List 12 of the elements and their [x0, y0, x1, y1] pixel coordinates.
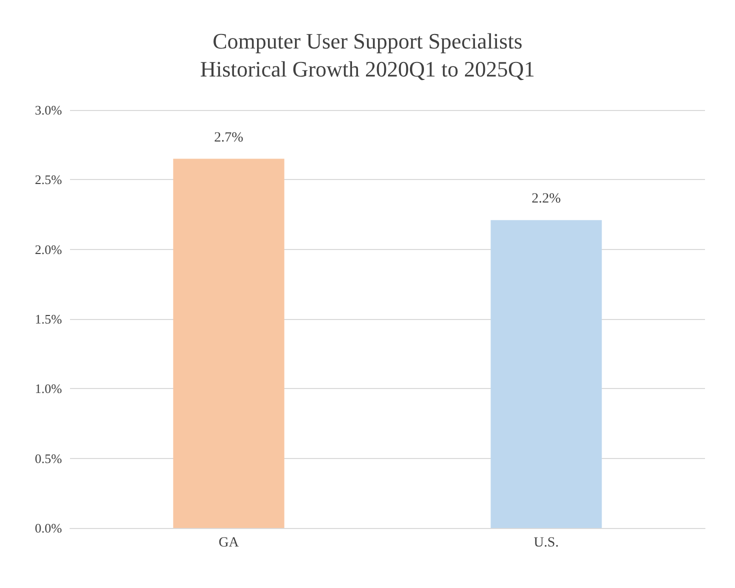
y-tick-label: 0.0%	[34, 520, 62, 536]
chart-title: Computer User Support Specialists Historical Growth 2020Q1 to 2025Q1	[200, 28, 535, 82]
x-tick-label: GA	[218, 536, 240, 550]
y-tick-label: 1.5%	[34, 312, 62, 326]
x-tick-label: U.S.	[534, 536, 559, 550]
y-tick-label: 0.5%	[34, 450, 62, 466]
data-label: 2.7%	[214, 130, 244, 146]
y-tick-label: 2.0%	[34, 242, 62, 257]
y-tick-label: 1.0%	[34, 381, 62, 396]
y-tick-label: 2.5%	[34, 172, 62, 188]
data-label: 2.2%	[532, 192, 562, 207]
y-tick-label: 3.0%	[34, 102, 62, 118]
